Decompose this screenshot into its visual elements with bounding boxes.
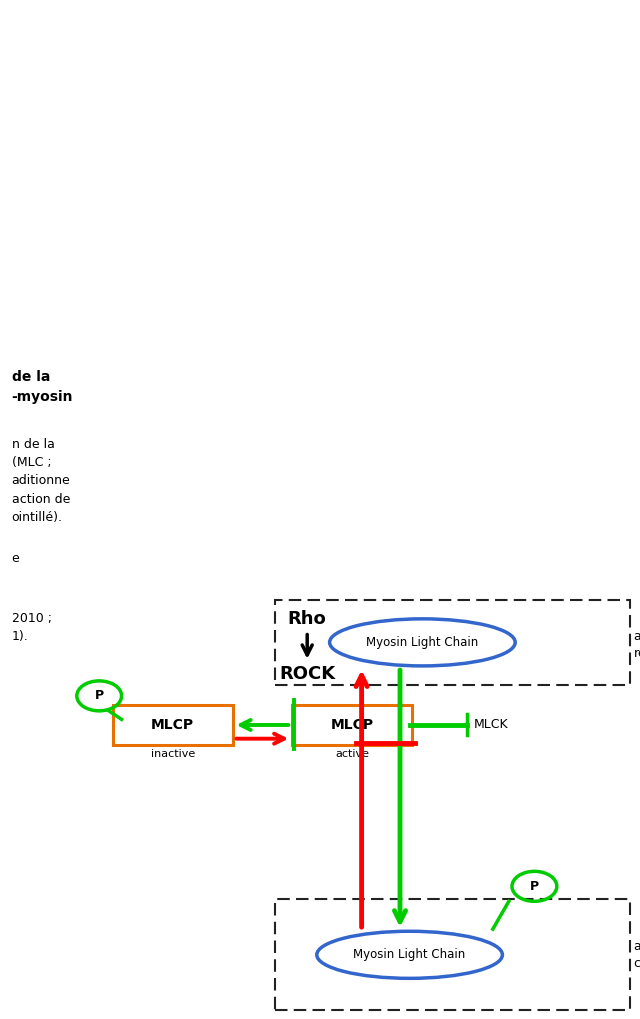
Text: de la: de la xyxy=(12,370,50,384)
Text: MLCP: MLCP xyxy=(151,717,195,732)
Bar xyxy=(275,899,630,1011)
Text: P: P xyxy=(95,690,104,702)
Text: MLCP: MLCP xyxy=(330,717,374,732)
Text: n de la: n de la xyxy=(12,438,54,450)
Text: acto-myosine
relaxation: acto-myosine relaxation xyxy=(634,630,640,659)
Text: inactive: inactive xyxy=(150,749,195,759)
Text: Myosin Light Chain: Myosin Light Chain xyxy=(353,949,466,961)
Text: (MLC ;: (MLC ; xyxy=(12,457,51,469)
Text: ointillé).: ointillé). xyxy=(12,512,63,524)
Text: P: P xyxy=(530,879,539,893)
Text: action de: action de xyxy=(12,493,70,505)
Text: Rho: Rho xyxy=(288,609,326,628)
Text: -myosin: -myosin xyxy=(12,390,73,405)
FancyBboxPatch shape xyxy=(113,705,233,745)
Text: 2010 ;: 2010 ; xyxy=(12,612,51,625)
Text: acto-myosine
contractration: acto-myosine contractration xyxy=(634,940,640,970)
Text: 1).: 1). xyxy=(12,631,28,643)
Text: MLCK: MLCK xyxy=(474,718,508,732)
FancyBboxPatch shape xyxy=(292,705,412,745)
Text: ROCK: ROCK xyxy=(279,665,335,684)
Text: active: active xyxy=(335,749,369,759)
Text: e: e xyxy=(12,552,19,565)
Text: aditionne: aditionne xyxy=(12,475,70,487)
Text: Myosin Light Chain: Myosin Light Chain xyxy=(366,636,479,649)
Bar xyxy=(275,599,630,685)
